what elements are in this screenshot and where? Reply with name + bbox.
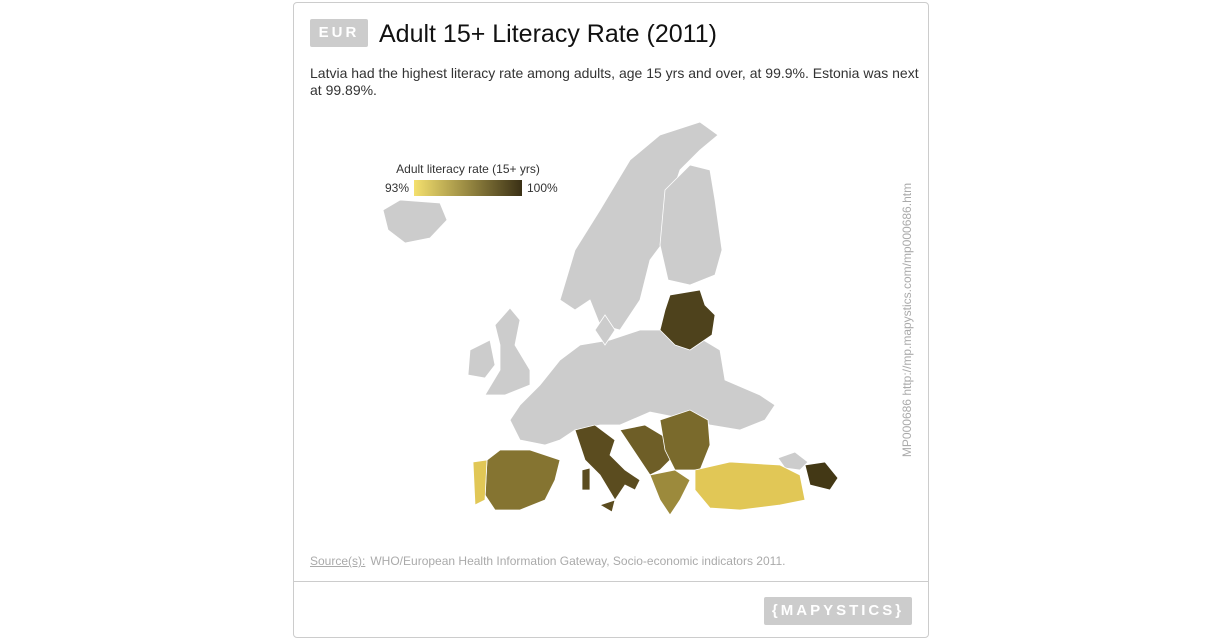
source-label: Source(s): [310,554,366,568]
legend-gradient [414,180,522,196]
logo[interactable]: {MAPYSTICS} [764,597,912,625]
legend-title: Adult literacy rate (15+ yrs) [396,162,540,176]
map-title: Adult 15+ Literacy Rate (2011) [379,20,717,48]
region-badge: EUR [310,19,368,47]
colored-countries [472,289,839,516]
source-text: WHO/European Health Information Gateway,… [370,554,786,568]
legend-label: 93% [385,181,409,195]
legend-ticks: 93% 100% [385,181,558,195]
source: Source(s): WHO/European Health Informatio… [310,554,785,568]
side-note: MP000686 http://mp.mapystics.com/mp00068… [900,183,914,457]
legend-label: 100% [527,181,558,195]
countries [382,121,809,471]
description: Latvia had the highest literacy rate amo… [310,65,919,98]
card: EUR Adult 15+ Literacy Rate (2011) Latvi… [293,2,929,638]
footer-rule [294,581,928,582]
